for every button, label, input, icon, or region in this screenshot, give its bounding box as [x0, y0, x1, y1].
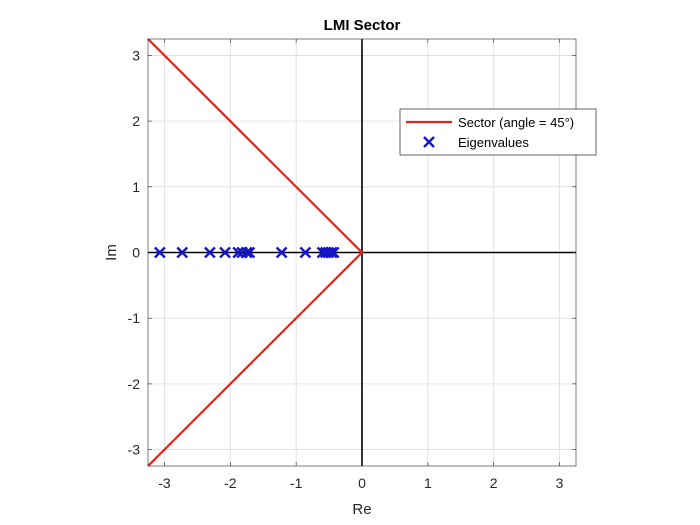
x-tick-label: 3: [556, 475, 564, 491]
eigenvalue-marker-stroke: [275, 246, 288, 259]
eigenvalue-marker-stroke: [204, 246, 216, 259]
y-tick-label: 2: [132, 113, 140, 129]
legend-marker-swatch: [423, 136, 435, 148]
eigenvalue-marker: [327, 246, 340, 259]
eigenvalue-marker-stroke: [176, 246, 189, 259]
eigenvalue-marker: [275, 246, 288, 259]
eigenvalue-marker: [299, 246, 312, 259]
x-tick-label: 0: [358, 475, 366, 491]
x-axis-label: Re: [352, 501, 371, 518]
y-tick-label: -1: [128, 310, 141, 326]
eigenvalue-marker-stroke: [325, 246, 338, 259]
eigenvalue-marker: [232, 246, 245, 259]
eigenvalue-marker-stroke: [154, 246, 166, 259]
legend-entry-label: Eigenvalues: [458, 135, 529, 150]
y-tick-label: 3: [132, 47, 140, 63]
y-tick-label: 1: [132, 179, 140, 195]
eigenvalue-marker: [176, 246, 189, 259]
eigenvalue-marker-stroke: [219, 246, 231, 259]
eigenvalue-marker-stroke: [327, 246, 340, 259]
legend[interactable]: Sector (angle = 45°) Eigenvalues: [399, 108, 597, 156]
eigenvalue-marker: [204, 246, 216, 259]
legend-entry-label: Sector (angle = 45°): [458, 115, 574, 130]
eigenvalue-marker: [219, 246, 231, 259]
y-tick-label: -2: [128, 376, 141, 392]
eigenvalue-marker-stroke: [232, 246, 245, 259]
eigenvalue-marker: [154, 246, 166, 259]
x-tick-label: 2: [490, 475, 498, 491]
eigenvalue-marker-stroke: [243, 246, 256, 259]
eigenvalue-marker-stroke: [240, 246, 253, 259]
y-tick-label: 0: [132, 245, 140, 261]
eigenvalue-marker: [325, 246, 338, 259]
x-tick-label: -3: [158, 475, 171, 491]
sector-line: [147, 38, 364, 467]
eigenvalue-marker: [243, 246, 256, 259]
eigenvalue-marker-stroke: [299, 246, 312, 259]
y-axis-label: Im: [103, 244, 120, 261]
eigenvalue-marker: [240, 246, 253, 259]
x-tick-label: -2: [224, 475, 237, 491]
y-tick-label: -3: [128, 442, 141, 458]
chart-title: LMI Sector: [324, 17, 401, 34]
x-tick-label: -1: [290, 475, 303, 491]
x-tick-label: 1: [424, 475, 432, 491]
series-layer: [147, 38, 576, 467]
tick-labels: -3 -2 -1 0 1 2 3 -3 -2 -1 0 1 2 3: [128, 39, 576, 491]
